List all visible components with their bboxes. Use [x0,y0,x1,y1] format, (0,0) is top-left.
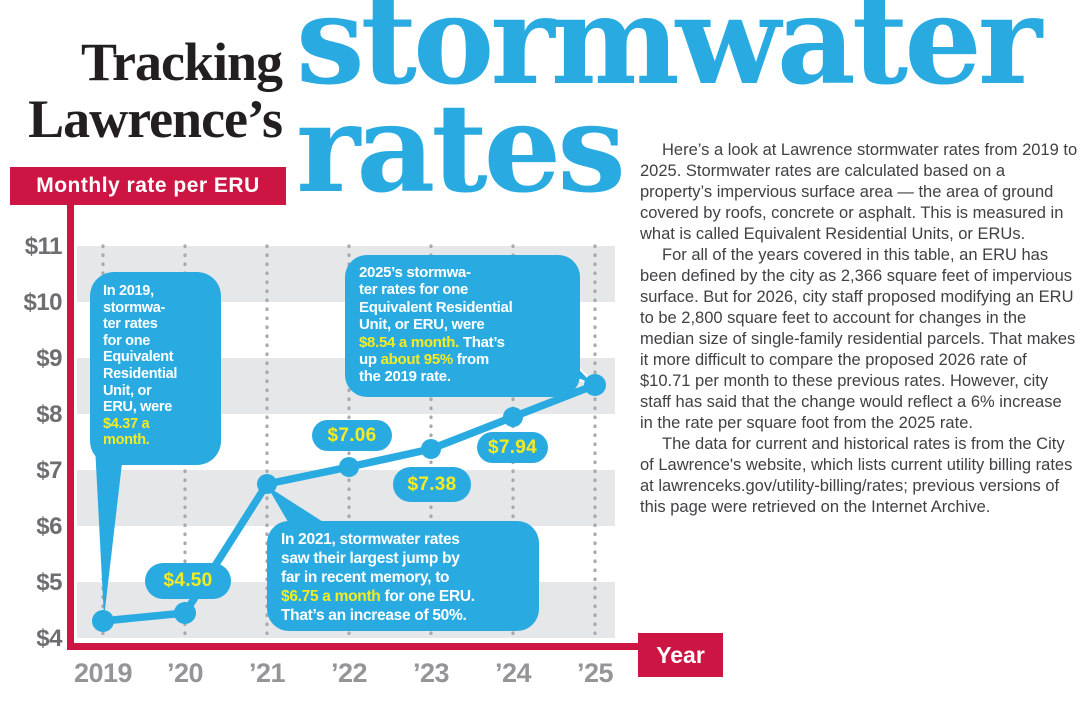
point-2021 [257,474,277,494]
callout-tail-2019 [95,446,124,618]
title-line-2: rates [296,76,626,220]
body-paragraph-2: For all of the years covered in this tab… [640,246,1076,432]
ytick-6: $6 [36,513,62,540]
xtick-2023: ’23 [412,658,450,688]
xtick-2020: ’20 [166,658,204,688]
ytick-10: $10 [23,289,62,316]
point-2023 [421,439,441,459]
x-axis-title-badge: Year [638,633,723,677]
xtick-2019: 2019 [73,658,133,688]
value-pill-2022: $7.06 [312,420,392,451]
callout-tail-2021 [267,486,331,527]
ytick-11: $11 [24,233,63,260]
callout-2019: In 2019, stormwa- ter rates for one Equi… [90,272,221,465]
ytick-7: $7 [36,457,62,484]
callout-2021: In 2021, stormwater rates saw their larg… [267,521,539,631]
value-pill-2020: $4.50 [145,563,231,599]
point-2025 [584,374,606,396]
data-points [92,374,606,632]
kicker-title: Tracking Lawrence’s [16,32,283,149]
ytick-4: $4 [36,625,62,652]
xtick-2022: ’22 [330,658,368,688]
x-axis-title-text: Year [656,641,705,668]
point-2022 [339,457,359,477]
axis-frame [67,203,640,650]
band-7-6 [77,470,615,526]
ytick-5: $5 [36,569,62,596]
point-2019 [92,610,114,632]
xtick-2025: ’25 [576,658,614,688]
body-copy: Here’s a look at Lawrence stormwater rat… [640,140,1078,518]
xtick-2021: ’21 [248,658,286,688]
point-2024 [503,407,523,427]
x-axis-line [67,643,640,650]
chart-title-badge: Monthly rate per ERU [10,167,286,205]
callout-2025: 2025’s stormwa- ter rates for one Equiva… [345,255,580,397]
body-paragraph-1: Here’s a look at Lawrence stormwater rat… [640,141,1078,243]
ytick-8: $8 [36,401,62,428]
chart-title-text: Monthly rate per ERU [36,174,260,197]
title-line-1: stormwater [296,0,1042,112]
kicker-line-2: Lawrence’s [28,89,283,149]
body-paragraph-3: The data for current and historical rate… [640,435,1073,516]
y-axis-line [67,203,74,650]
page-title: stormwater rates [296,0,1082,209]
kicker-line-1: Tracking [80,32,283,92]
value-pill-2023: $7.38 [393,467,471,502]
ytick-9: $9 [36,345,62,372]
point-2020 [174,602,196,624]
value-pill-2024: $7.94 [477,432,548,463]
xtick-2024: ’24 [494,658,532,688]
